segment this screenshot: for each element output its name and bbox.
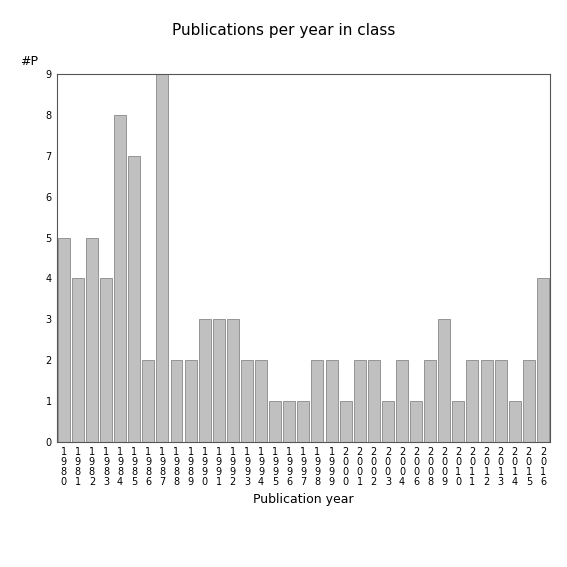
Bar	[424, 361, 436, 442]
Bar	[368, 361, 380, 442]
Bar	[86, 238, 98, 442]
Bar	[255, 361, 267, 442]
X-axis label: Publication year: Publication year	[253, 493, 354, 506]
Bar	[438, 319, 450, 442]
Bar	[269, 401, 281, 442]
Bar	[467, 361, 479, 442]
Bar	[128, 155, 140, 442]
Bar	[523, 361, 535, 442]
Bar	[494, 361, 507, 442]
Bar	[382, 401, 394, 442]
Bar	[396, 361, 408, 442]
Bar	[325, 361, 337, 442]
Bar	[241, 361, 253, 442]
Bar	[452, 401, 464, 442]
Bar	[114, 115, 126, 442]
Bar	[340, 401, 352, 442]
Bar	[481, 361, 493, 442]
Bar	[58, 238, 70, 442]
Bar	[284, 401, 295, 442]
Bar	[198, 319, 211, 442]
Bar	[171, 361, 183, 442]
Bar	[354, 361, 366, 442]
Bar	[227, 319, 239, 442]
Bar	[311, 361, 323, 442]
Text: #P: #P	[20, 55, 38, 68]
Bar	[142, 361, 154, 442]
Bar	[213, 319, 225, 442]
Bar	[72, 278, 84, 442]
Bar	[509, 401, 521, 442]
Bar	[100, 278, 112, 442]
Bar	[537, 278, 549, 442]
Bar	[156, 74, 168, 442]
Bar	[410, 401, 422, 442]
Text: Publications per year in class: Publications per year in class	[172, 23, 395, 37]
Bar	[297, 401, 310, 442]
Bar	[185, 361, 197, 442]
